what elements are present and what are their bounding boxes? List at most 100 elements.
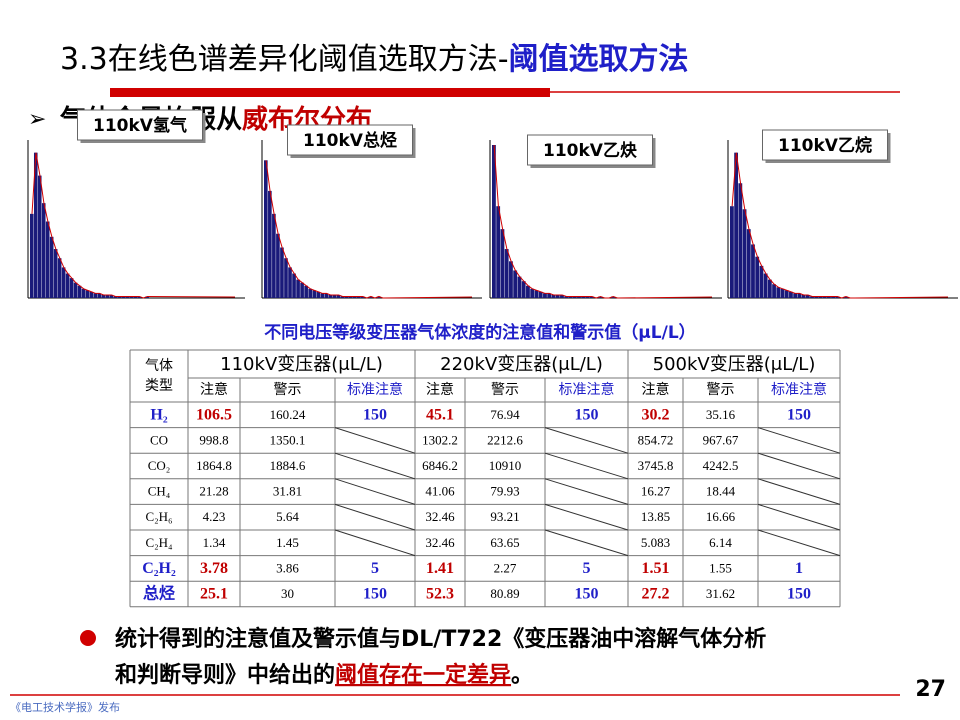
sub-header: 标准注意	[559, 381, 615, 398]
table-cell: 41.06	[425, 484, 455, 499]
hist-bar	[45, 221, 50, 298]
hist-bar	[738, 183, 743, 298]
hist-bar	[538, 291, 543, 298]
sub-header: 标准注意	[347, 381, 403, 398]
hist-bar	[320, 293, 325, 298]
hist-bar	[81, 288, 86, 298]
hist-bar	[589, 296, 594, 298]
table-cell: 16.66	[706, 509, 736, 524]
hist-bar	[137, 296, 141, 298]
table-cell: 1.41	[426, 560, 454, 577]
hist-bar	[818, 296, 823, 298]
hist-bar	[826, 296, 831, 298]
hist-bar	[509, 261, 513, 298]
table-cell: 25.1	[200, 586, 228, 603]
table-cell: 3.78	[200, 560, 228, 577]
table-cell: 1864.8	[196, 458, 232, 473]
table-line	[757, 503, 841, 531]
table-cell: 27.2	[642, 586, 670, 603]
hist-bar	[734, 152, 739, 298]
hist-bar	[89, 291, 94, 298]
table-line	[757, 427, 841, 454]
table: 气体类型 110kV变压器(μL/L) 220kV变压器(μL/L) 500kV变压器…	[129, 349, 841, 608]
hist-bar	[344, 296, 349, 298]
hist-bar	[772, 284, 776, 298]
hist-bar	[125, 296, 130, 298]
hist-bar	[352, 296, 357, 298]
table-cell: 1302.2	[422, 432, 458, 447]
hist-bar	[530, 288, 535, 298]
table-cell: 4.23	[203, 509, 226, 524]
hist-bar	[776, 287, 781, 298]
table-cell: 31.81	[273, 484, 302, 499]
charts: 110kV氢气 110kV总烃 110kV乙炔 110kV乙烷	[27, 109, 958, 299]
gas-name: H₂	[150, 406, 167, 423]
hist-bar	[492, 145, 496, 298]
hist-bar	[577, 296, 581, 298]
hist-bar	[822, 296, 827, 298]
hist-bar	[376, 296, 381, 298]
chart-label-box	[77, 109, 203, 141]
table-line	[334, 478, 416, 505]
gas-name: 总烃	[143, 584, 175, 603]
hist-bar	[368, 296, 373, 298]
hist-bar	[763, 273, 768, 298]
table-cell: 13.85	[641, 509, 670, 524]
table-cell: 150	[575, 406, 599, 423]
hist-bar	[585, 296, 590, 298]
table-cell: 21.28	[199, 484, 228, 499]
hist-bar	[53, 249, 58, 298]
hist-bar	[316, 291, 321, 298]
hist-bar	[85, 290, 90, 298]
hist-bar	[69, 278, 74, 298]
hist-bar	[835, 296, 840, 298]
table-cell: 854.72	[638, 432, 674, 447]
table-cell: 4242.5	[703, 458, 739, 473]
hist-bar	[496, 206, 501, 298]
table-cell: 1350.1	[270, 432, 306, 447]
hist-bar	[30, 213, 34, 298]
fit-curve	[31, 152, 236, 299]
hist-bar	[805, 294, 810, 298]
hist-bar	[336, 294, 341, 298]
group-header: 110kV变压器(μL/L)	[220, 354, 383, 375]
table-line	[334, 529, 416, 557]
hist-bar	[789, 291, 793, 298]
bullet-arrow: ➢	[28, 107, 46, 132]
gas-header: 气体类型	[145, 358, 173, 394]
sub-header: 警示	[707, 382, 735, 398]
sub-header: 警示	[274, 382, 302, 398]
table-line	[544, 427, 629, 454]
hist-bar	[797, 293, 802, 298]
table-cell: 5	[371, 560, 379, 577]
fit-curve	[493, 144, 713, 299]
hist-bar	[113, 296, 118, 298]
bullet2-dot	[80, 630, 96, 646]
sub-header: 警示	[491, 382, 519, 398]
fit-curve	[265, 160, 473, 299]
table-cell: 80.89	[490, 586, 519, 601]
table-cell: 30.2	[642, 406, 670, 423]
hist-bar	[288, 267, 292, 298]
hist-bar	[61, 267, 66, 298]
hist-bar	[521, 281, 526, 298]
group-header: 500kV变压器(μL/L)	[653, 354, 816, 375]
chart-label-box	[762, 129, 888, 161]
bullet2-end: 。	[511, 663, 533, 688]
sub-header: 标准注意	[771, 381, 827, 398]
table-cell: 2212.6	[487, 432, 523, 447]
hist-bar	[41, 203, 46, 298]
hist-bar	[133, 296, 138, 298]
table-cell: 52.3	[426, 586, 454, 603]
table-cell: 967.67	[703, 432, 739, 447]
hist-bar	[814, 296, 819, 298]
table-cell: 1.55	[709, 560, 732, 575]
hist-bar	[97, 293, 102, 298]
hist-bar	[109, 294, 114, 298]
table-cell: 106.5	[196, 406, 232, 423]
hist-bar	[746, 229, 751, 298]
hist-bar	[33, 152, 38, 298]
table-cell: 32.46	[425, 535, 455, 550]
gas-name: C₂H₂	[142, 560, 176, 577]
table-line	[757, 478, 841, 505]
